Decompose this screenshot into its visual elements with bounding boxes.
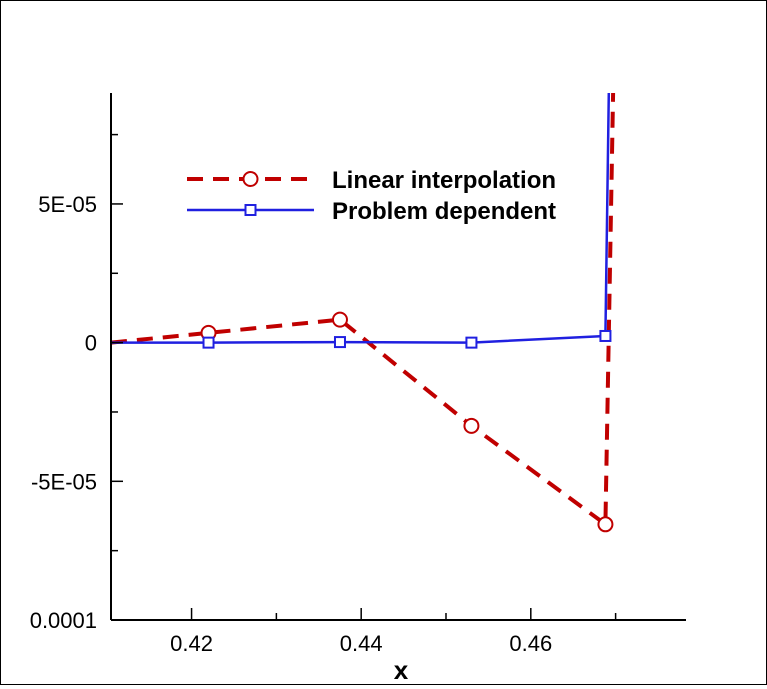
legend-label-1: Linear interpolation xyxy=(332,167,556,194)
x-axis-title: x xyxy=(394,655,409,684)
legend-label-2: Problem dependent xyxy=(332,198,556,225)
legend-marker-2 xyxy=(244,204,257,216)
series-2-point xyxy=(465,336,478,349)
series-2-point xyxy=(599,329,612,342)
series-1-point xyxy=(597,516,614,533)
legend-marker-1 xyxy=(242,171,259,187)
y-tick-label: -5E-05 xyxy=(31,469,97,494)
ticks-layer: 0.42 0.44 0.46 0.0001 -5E-05 0 5E-05 xyxy=(30,133,617,656)
legend: Linear interpolation Problem dependent xyxy=(187,167,556,225)
axes-layer xyxy=(110,93,686,621)
x-tick-label: 0.42 xyxy=(170,631,213,656)
series-2-point xyxy=(333,336,346,349)
series-1-point xyxy=(331,311,348,328)
x-tick-label: 0.44 xyxy=(340,631,383,656)
marker-layer xyxy=(200,311,614,533)
series-layer xyxy=(111,93,616,527)
series-line-1 xyxy=(111,93,616,527)
series-2-point xyxy=(202,336,215,349)
y-tick-label: 0.0001 xyxy=(30,608,97,633)
series-line-2 xyxy=(111,93,611,344)
y-tick-label: 5E-05 xyxy=(38,192,97,217)
y-tick-label: 0 xyxy=(85,331,97,356)
series-1-point xyxy=(463,417,480,434)
x-tick-label: 0.46 xyxy=(509,631,552,656)
